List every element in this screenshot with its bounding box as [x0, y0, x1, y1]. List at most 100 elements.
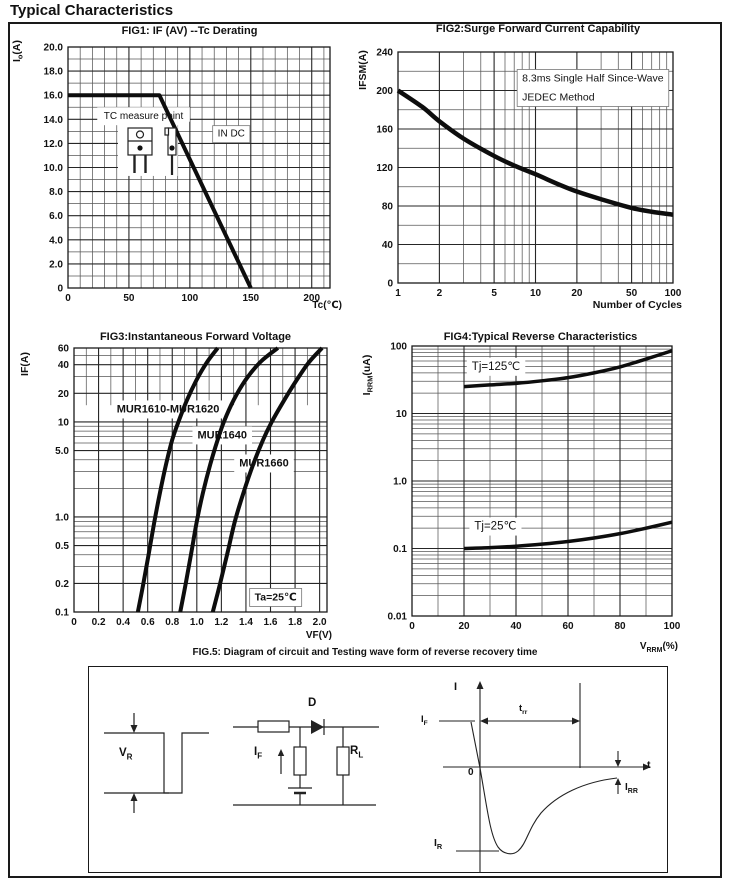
- fig2-surge-chart: 8.3ms Single Half Since-Wave JEDEC Method…: [357, 48, 682, 300]
- fig1-x-tick: 100: [182, 293, 199, 304]
- fig3-x-tick: 1.2: [214, 617, 228, 628]
- fig2-y-tick: 160: [376, 125, 393, 136]
- rl-label: RL: [350, 745, 364, 760]
- diode-label: D: [308, 697, 317, 709]
- MUR1640: [178, 346, 280, 613]
- load-resistor-icon: [336, 746, 350, 776]
- fig3-y-tick: 60: [58, 344, 70, 355]
- to220-front-icon: [127, 127, 153, 173]
- fig1-x-tick: 150: [242, 293, 259, 304]
- origin-label: 0: [468, 767, 474, 778]
- fig4-y-tick: 10: [396, 409, 408, 420]
- fig3-x-tick: 1.6: [264, 617, 278, 628]
- series-resistor-icon: [257, 720, 290, 733]
- fig4-y-axis-label: IRRM(uA): [361, 355, 375, 396]
- if-level-label: IF: [421, 714, 428, 727]
- circuit-symbols: [277, 720, 324, 756]
- surge-current-curve: [396, 88, 674, 217]
- ir-label: IR: [434, 837, 443, 852]
- fig2-y-tick: 200: [376, 86, 393, 97]
- fig1-x-tick: 200: [303, 293, 320, 304]
- vr-label: VR: [119, 747, 133, 762]
- fig4-x-tick: 80: [614, 621, 626, 632]
- fig3-x-tick: 0.8: [165, 617, 179, 628]
- derating-curve: [68, 93, 253, 289]
- tc-measure-point-label: TC measure point: [104, 111, 184, 122]
- waveform-arrows: [476, 681, 651, 785]
- curve-label-mur1610-1620: MUR1610-MUR1620: [117, 403, 220, 415]
- fig2-y-tick: 240: [376, 48, 393, 59]
- fig3-y-tick: 1.0: [55, 512, 69, 523]
- fig3-y-tick: 20: [58, 389, 70, 400]
- content-border: [8, 22, 722, 878]
- ta-condition-label: Ta=25℃: [255, 591, 297, 603]
- fig2-x-tick: 10: [530, 288, 542, 299]
- fig3-y-tick: 40: [58, 360, 70, 371]
- fig1-y-tick: 4.0: [49, 235, 63, 246]
- test-circuit: [233, 719, 379, 806]
- fig2-y-tick: 40: [382, 240, 394, 251]
- fig1-y-tick: 16.0: [44, 91, 64, 102]
- fig1-y-tick: 6.0: [49, 211, 63, 222]
- fig4-x-tick: 100: [664, 621, 681, 632]
- fig1-y-tick: 10.0: [44, 163, 64, 174]
- in-dc-label: IN DC: [218, 129, 245, 140]
- recovery-waveform: [439, 683, 645, 873]
- fig1-y-tick: 0: [57, 284, 63, 295]
- Tj-125C-curve: [463, 349, 673, 389]
- fig3-grid-major: [74, 348, 327, 612]
- time-axis-label: t: [647, 759, 651, 771]
- vr-span-arrows: [130, 725, 138, 801]
- fig1-y-tick: 14.0: [44, 115, 64, 126]
- fig2-x-axis-label: Number of Cycles: [592, 299, 682, 311]
- fig4-x-axis-label: VRRM(%): [639, 641, 678, 654]
- fig4-x-tick: 60: [562, 621, 574, 632]
- fig3-y-tick: 5.0: [55, 446, 69, 457]
- curve-label-mur1660: MUR1660: [239, 457, 289, 469]
- fig4-title: FIG4:Typical Reverse Characteristics: [443, 331, 638, 343]
- to220-side-icon: [164, 127, 177, 175]
- fig2-y-tick: 80: [382, 202, 394, 213]
- fig3-x-tick: 0: [71, 617, 77, 628]
- fig3-x-tick: 0.2: [92, 617, 106, 628]
- fig3-x-tick: 2.0: [313, 617, 327, 628]
- fig4-x-tick: 40: [510, 621, 522, 632]
- source-resistor-icon: [293, 746, 307, 776]
- fig4-y-tick: 1.0: [393, 477, 407, 488]
- fig1-derating-chart: TC measure point IN DC 0 50 100 150 200 20.0 18.…: [11, 40, 331, 304]
- fig4-y-tick: 0.1: [393, 544, 407, 555]
- fig1-y-tick: 8.0: [49, 187, 63, 198]
- diode-icon: [311, 720, 324, 734]
- fig4-y-tick: 0.01: [388, 612, 408, 623]
- tj125-label: Tj=125℃: [472, 361, 520, 373]
- fig3-y-tick: 0.1: [55, 608, 69, 619]
- tj25-label: Tj=25℃: [474, 521, 516, 533]
- fig2-y-tick: 0: [387, 279, 393, 290]
- fig3-x-tick: 1.4: [239, 617, 253, 628]
- fig5-diagram: [104, 681, 651, 873]
- fig1-y-tick: 12.0: [44, 139, 64, 150]
- fig2-x-tick: 100: [665, 288, 682, 299]
- page-title: Typical Characteristics: [10, 2, 174, 19]
- if-source-label: IF: [254, 746, 263, 761]
- irr-label: IRR: [625, 782, 638, 795]
- fig3-x-axis-label: VF(V): [305, 630, 332, 641]
- fig3-x-tick: 1.8: [288, 617, 302, 628]
- fig1-y-tick: 20.0: [44, 43, 64, 54]
- fig3-x-tick: 0.6: [141, 617, 155, 628]
- fig1-title: FIG1: IF (AV) --Tc Derating: [121, 25, 258, 37]
- fig2-x-tick: 20: [571, 288, 583, 299]
- fig3-y-tick: 0.2: [55, 579, 69, 590]
- fig2-y-axis-label: IFSM(A): [357, 50, 369, 90]
- fig1-x-tick: 50: [123, 293, 135, 304]
- fig4-x-tick: 0: [409, 621, 415, 632]
- surge-test-condition-label: 8.3ms Single Half Since-Wave JEDEC Method: [522, 72, 664, 103]
- fig3-y-axis-label: IF(A): [19, 352, 31, 376]
- fig4-y-tick: 100: [390, 342, 407, 353]
- fig5-diagram-box: VR D IF RL I t 0 trr IF IR IRR: [88, 666, 668, 873]
- fig2-title: FIG2:Surge Forward Current Capability: [435, 23, 641, 35]
- fig1-y-tick: 18.0: [44, 67, 64, 78]
- fig3-forward-voltage-chart: MUR1610-MUR1620 MUR1640 MUR1660 Ta=25℃ 0 0.2 0…: [19, 344, 328, 628]
- if-arrow-icon: [277, 749, 285, 756]
- fig2-x-tick: 50: [626, 288, 638, 299]
